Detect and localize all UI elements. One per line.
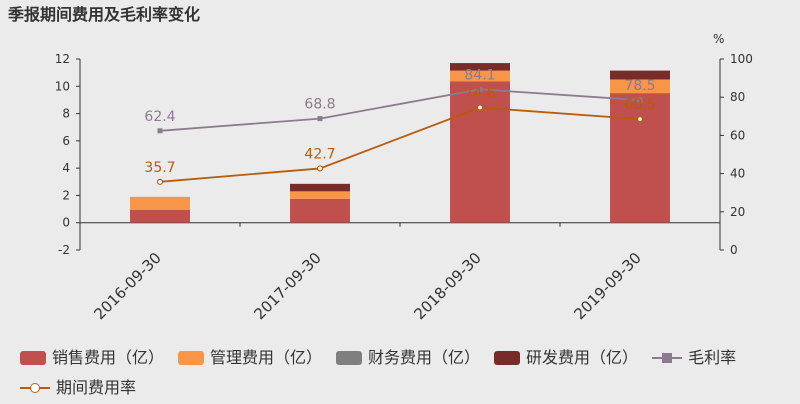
series-point [156, 178, 164, 185]
bar-segment [610, 70, 670, 80]
x-tick-label: 2018-09-30 [410, 249, 484, 323]
right-tick-label: 100 [730, 52, 753, 66]
data-label: 42.7 [304, 146, 335, 162]
legend-label: 销售费用（亿） [52, 348, 165, 367]
legend-swatch [336, 351, 363, 365]
bars [130, 63, 670, 223]
series-point [477, 86, 483, 92]
bar-segment [130, 209, 190, 223]
bar-segment [450, 63, 510, 71]
series-point [636, 116, 644, 123]
legend-item[interactable]: 毛利率 [652, 344, 736, 372]
legend-item[interactable]: 财务费用（亿） [336, 344, 480, 372]
bar-segment [290, 183, 350, 192]
bar-segment [130, 196, 190, 210]
legend-item[interactable]: 研发费用（亿） [494, 344, 638, 372]
legend-swatch [178, 351, 205, 365]
data-label: 68.8 [304, 97, 335, 113]
legend-line-swatch [20, 381, 50, 395]
bar-segment [290, 191, 350, 199]
x-tick-label: 2017-09-30 [250, 249, 324, 323]
legend: 销售费用（亿） 管理费用（亿） 财务费用（亿） 研发费用（亿） 毛利率期间费用率 [20, 344, 790, 404]
legend-label: 毛利率 [688, 348, 737, 367]
bar-segment [450, 81, 510, 223]
legend-item[interactable]: 销售费用（亿） [20, 344, 164, 372]
x-tick-label: 2019-09-30 [570, 249, 644, 323]
data-label: 35.7 [144, 160, 175, 176]
legend-label: 期间费用率 [56, 378, 137, 397]
series-point [157, 128, 163, 134]
series-line [159, 106, 641, 183]
right-tick-label: 0 [730, 243, 738, 257]
data-label: 68.5 [624, 97, 655, 113]
left-tick-label: 6 [62, 134, 70, 148]
bar-segment [610, 79, 670, 94]
legend-label: 财务费用（亿） [368, 348, 481, 367]
left-tick-label: 12 [55, 52, 70, 66]
data-label: 62.4 [144, 109, 175, 125]
legend-label: 管理费用（亿） [210, 348, 323, 367]
right-tick-label: 80 [730, 90, 745, 104]
data-label: 84.1 [464, 67, 495, 83]
right-tick-label: 60 [730, 128, 745, 142]
x-tick-label: 2016-09-30 [90, 249, 164, 323]
legend-swatch [494, 351, 521, 365]
left-tick-label: 2 [62, 188, 70, 202]
bar-segment [450, 70, 510, 82]
left-tick-label: -2 [58, 243, 70, 257]
data-label: 78.5 [624, 78, 655, 94]
right-tick-label: 40 [730, 167, 745, 181]
legend-line-swatch [652, 351, 683, 365]
series-point [316, 165, 324, 172]
bar-segment [290, 198, 350, 223]
left-tick-label: 8 [62, 107, 70, 121]
left-tick-label: 10 [55, 79, 70, 93]
legend-item[interactable]: 期间费用率 [20, 374, 136, 402]
legend-item[interactable]: 管理费用（亿） [178, 344, 322, 372]
left-tick-label: 0 [62, 216, 70, 230]
series-point [637, 97, 643, 103]
series-point [476, 104, 484, 111]
bar-segment [610, 93, 670, 223]
series-line [159, 88, 641, 132]
left-tick-label: 4 [62, 161, 70, 175]
right-tick-label: 20 [730, 205, 745, 219]
series-point [317, 116, 323, 122]
legend-label: 研发费用（亿） [526, 348, 639, 367]
data-labels: 62.4 68.8 84.1 78.5 35.7 42.7 74.6 68.5 [144, 67, 655, 175]
right-axis-unit: % [713, 32, 724, 46]
chart-title: 季报期间费用及毛利率变化 [7, 5, 200, 24]
lines [156, 86, 644, 185]
data-label: 74.6 [464, 86, 495, 102]
legend-swatch [20, 351, 46, 365]
